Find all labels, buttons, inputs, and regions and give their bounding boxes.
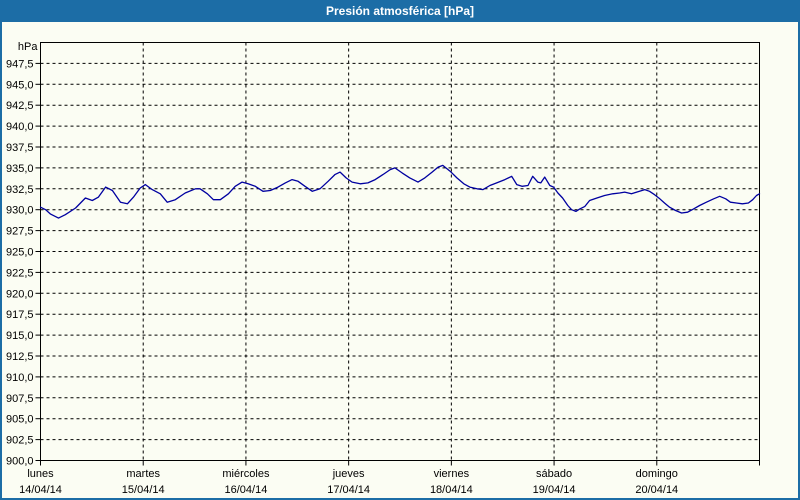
plot-frame [40, 42, 760, 461]
y-tick-label: 925,0 [6, 247, 34, 259]
pressure-line [39, 164, 761, 219]
y-tick-label: 930,0 [6, 205, 34, 217]
x-day-name: miércoles [222, 468, 270, 480]
y-axis-unit-label: hPa [18, 41, 38, 53]
y-tick-label: 932,5 [6, 184, 34, 196]
x-day-date: 14/04/14 [19, 484, 62, 496]
x-day-name: domingo [636, 468, 678, 480]
y-tick-label: 935,0 [6, 163, 34, 175]
y-tick-label: 902,5 [6, 435, 34, 447]
y-tick-label: 947,5 [6, 58, 34, 70]
y-tick-label: 915,0 [6, 330, 34, 342]
y-tick-label: 942,5 [6, 100, 34, 112]
y-tick-label: 927,5 [6, 226, 34, 238]
x-day-name: martes [126, 468, 160, 480]
x-day-date: 20/04/14 [635, 484, 678, 496]
x-day-date: 16/04/14 [225, 484, 268, 496]
y-tick-label: 940,0 [6, 121, 34, 133]
x-day-date: 19/04/14 [533, 484, 576, 496]
x-day-name: viernes [434, 468, 470, 480]
title-bar: Presión atmosférica [hPa] [0, 0, 800, 22]
x-day-labels: lunes 14/04/14 martes 15/04/14 miércoles 16/0… [19, 468, 678, 496]
gridlines [40, 42, 760, 461]
x-day-name: sábado [536, 468, 572, 480]
y-tick-label: 907,5 [6, 393, 34, 405]
y-tick-label: 912,5 [6, 351, 34, 363]
x-day-date: 15/04/14 [122, 484, 165, 496]
x-day-date: 18/04/14 [430, 484, 473, 496]
y-tick-label: 920,0 [6, 288, 34, 300]
y-tick-labels: hPa 900,0 902,5 905,0 907,5 910,0 912,5 915,0 91… [6, 41, 38, 468]
axis-ticks [35, 62, 760, 466]
x-day-name: jueves [332, 468, 365, 480]
y-tick-label: 917,5 [6, 309, 34, 321]
x-day-date: 17/04/14 [327, 484, 370, 496]
y-tick-label: 910,0 [6, 372, 34, 384]
y-tick-label: 900,0 [6, 456, 34, 468]
x-day-name: lunes [27, 468, 54, 480]
y-tick-label: 922,5 [6, 267, 34, 279]
y-tick-label: 945,0 [6, 79, 34, 91]
window-title: Presión atmosférica [hPa] [325, 4, 475, 18]
y-tick-label: 905,0 [6, 414, 34, 426]
y-tick-label: 937,5 [6, 142, 34, 154]
